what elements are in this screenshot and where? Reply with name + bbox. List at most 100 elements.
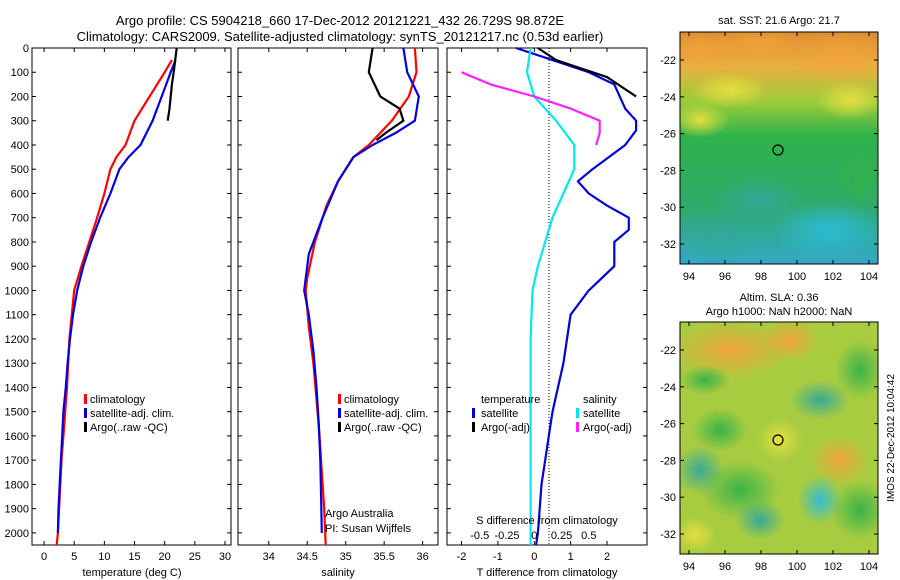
- series-line-2: [537, 47, 637, 98]
- temperature-axis-label: temperature (deg C): [82, 567, 181, 579]
- depth-tick-label: 1400: [5, 382, 29, 394]
- legend-swatch-argo: [84, 422, 87, 432]
- depth-tick-label: 1800: [5, 479, 29, 491]
- lat-tick-label: -22: [660, 55, 676, 67]
- x-tick-label: 25: [189, 551, 201, 563]
- lon-tick-label: 94: [683, 561, 695, 573]
- x-tick-label: 20: [159, 551, 171, 563]
- depth-tick-label: 400: [11, 140, 29, 152]
- sla-map-frame: [679, 321, 879, 555]
- s-tick-label: 0.5: [581, 530, 596, 542]
- depth-tick-label: 1500: [5, 407, 29, 419]
- footer-credit: IMOS 22-Dec-2012 10:04:42: [886, 374, 897, 502]
- legend-label-argo: Argo(..raw -QC): [90, 422, 168, 434]
- lat-tick-label: -24: [660, 92, 676, 104]
- s-tick-label: 0.25: [551, 530, 572, 542]
- sla-map-subtitle: Argo h1000: NaN h2000: NaN: [706, 306, 853, 318]
- depth-tick-label: 200: [11, 91, 29, 103]
- legend-title-salinity: salinity: [583, 394, 617, 406]
- x-tick-label: 1: [568, 551, 574, 563]
- sst-map-image: [680, 32, 878, 264]
- lon-tick-label: 100: [788, 271, 806, 283]
- salinity-axis-label: salinity: [321, 567, 355, 579]
- argo-location-marker: [772, 434, 784, 446]
- depth-tick-label: 1700: [5, 455, 29, 467]
- legend-title-temperature: temperature: [481, 394, 540, 406]
- series-line-1: [515, 46, 638, 546]
- lat-tick-label: -26: [660, 129, 676, 141]
- x-tick-label: 0: [41, 551, 47, 563]
- sla-map-title: Altim. SLA: 0.36: [740, 292, 819, 304]
- x-tick-label: 35: [340, 551, 352, 563]
- lat-tick-label: -32: [660, 239, 676, 251]
- depth-tick-label: 1200: [5, 334, 29, 346]
- salinity-panel: 34 34.5 35 35.5 36 salinity climatology sate…: [237, 47, 439, 579]
- series-line-3: [525, 47, 576, 545]
- depth-tick-label: 1600: [5, 431, 29, 443]
- s-tick-label: -0.5: [470, 530, 489, 542]
- header-line2: Climatology: CARS2009. Satellite-adjuste…: [77, 29, 604, 44]
- x-tick-label: 30: [219, 551, 231, 563]
- salinity-plot-frame: [237, 47, 439, 546]
- lat-tick-label: -24: [660, 382, 676, 394]
- salinity-depth-ticks: [238, 47, 438, 534]
- lat-tick-label: -22: [660, 345, 676, 357]
- sla-map-image: [680, 322, 878, 554]
- lon-tick-label: 102: [824, 561, 842, 573]
- x-tick-label: 15: [128, 551, 140, 563]
- depth-tick-label: 900: [11, 261, 29, 273]
- sla-map-lat-axis: -22 -24 -26 -28 -30 -32: [660, 345, 878, 541]
- temperature-axis: 0 5 10 15 20 25 30: [41, 48, 231, 563]
- depth-tick-label: 500: [11, 164, 29, 176]
- annotation-argo-australia: Argo Australia: [325, 508, 394, 520]
- lon-tick-label: 102: [824, 271, 842, 283]
- x-tick-label: -2: [457, 551, 467, 563]
- salinity-axis: 34 34.5 35 35.5 36: [263, 48, 429, 563]
- legend-swatch-climatology: [84, 394, 87, 404]
- lon-tick-label: 96: [719, 271, 731, 283]
- lon-tick-label: 94: [683, 271, 695, 283]
- legend-label-t-satellite: satellite: [481, 408, 518, 420]
- temperature-legend: climatology satellite-adj. clim. Argo(..…: [84, 394, 174, 434]
- depth-tick-label: 1100: [5, 310, 29, 322]
- x-tick-label: 34: [263, 551, 275, 563]
- legend-label-satellite: satellite-adj. clim.: [344, 408, 428, 420]
- legend-swatch-argo: [338, 422, 341, 432]
- legend-swatch-s-argo: [576, 422, 579, 432]
- t-difference-axis: -2 -1 0 1 2: [457, 48, 610, 563]
- x-tick-label: 36: [416, 551, 428, 563]
- series-line-2: [56, 59, 177, 533]
- depth-axis: 0 100 200 300 400 500 600 700 800 900 1000 1100 1200…: [5, 43, 231, 540]
- s-difference-axis-label: S difference from climatology: [476, 515, 618, 527]
- lat-tick-label: -30: [660, 202, 676, 214]
- s-tick-label: -0.25: [494, 530, 519, 542]
- lon-tick-label: 98: [755, 561, 767, 573]
- x-tick-label: 34.5: [297, 551, 318, 563]
- difference-legend: temperature satellite Argo(-adj) salinit…: [472, 394, 632, 434]
- depth-tick-label: 1900: [5, 504, 29, 516]
- legend-swatch-satellite: [84, 408, 87, 418]
- difference-series: [461, 46, 638, 546]
- lon-tick-label: 98: [755, 271, 767, 283]
- temperature-plot-frame: [31, 47, 232, 546]
- legend-label-argo: Argo(..raw -QC): [344, 422, 422, 434]
- sst-map-lat-axis: -22 -24 -26 -28 -30 -32: [660, 55, 878, 251]
- difference-panel: -2 -1 0 1 2 -0.5 -0.25 0 0.25 0.5 S difference f…: [446, 46, 648, 579]
- x-tick-label: 2: [604, 551, 610, 563]
- lon-tick-label: 104: [860, 561, 878, 573]
- s-difference-axis: -0.5 -0.25 0 0.25 0.5: [470, 530, 596, 542]
- x-tick-label: 5: [71, 551, 77, 563]
- lat-tick-label: -30: [660, 492, 676, 504]
- series-line-1: [55, 59, 173, 546]
- temperature-panel: 0100200300400500600700800900100011001200…: [5, 43, 232, 579]
- series-line-4: [461, 71, 601, 146]
- legend-swatch-satellite: [338, 408, 341, 418]
- depth-tick-label: 600: [11, 188, 29, 200]
- legend-label-t-argo: Argo(-adj): [481, 422, 530, 434]
- sst-map-title: sat. SST: 21.6 Argo: 21.7: [718, 15, 840, 27]
- header-line1: Argo profile: CS 5904218_660 17-Dec-2012…: [116, 13, 564, 28]
- lat-tick-label: -28: [660, 455, 676, 467]
- salinity-legend: climatology satellite-adj. clim. Argo(..…: [338, 394, 428, 434]
- sst-map: sat. SST: 21.6 Argo: 21.7 -22 -24 -26 -28 -3…: [660, 15, 879, 283]
